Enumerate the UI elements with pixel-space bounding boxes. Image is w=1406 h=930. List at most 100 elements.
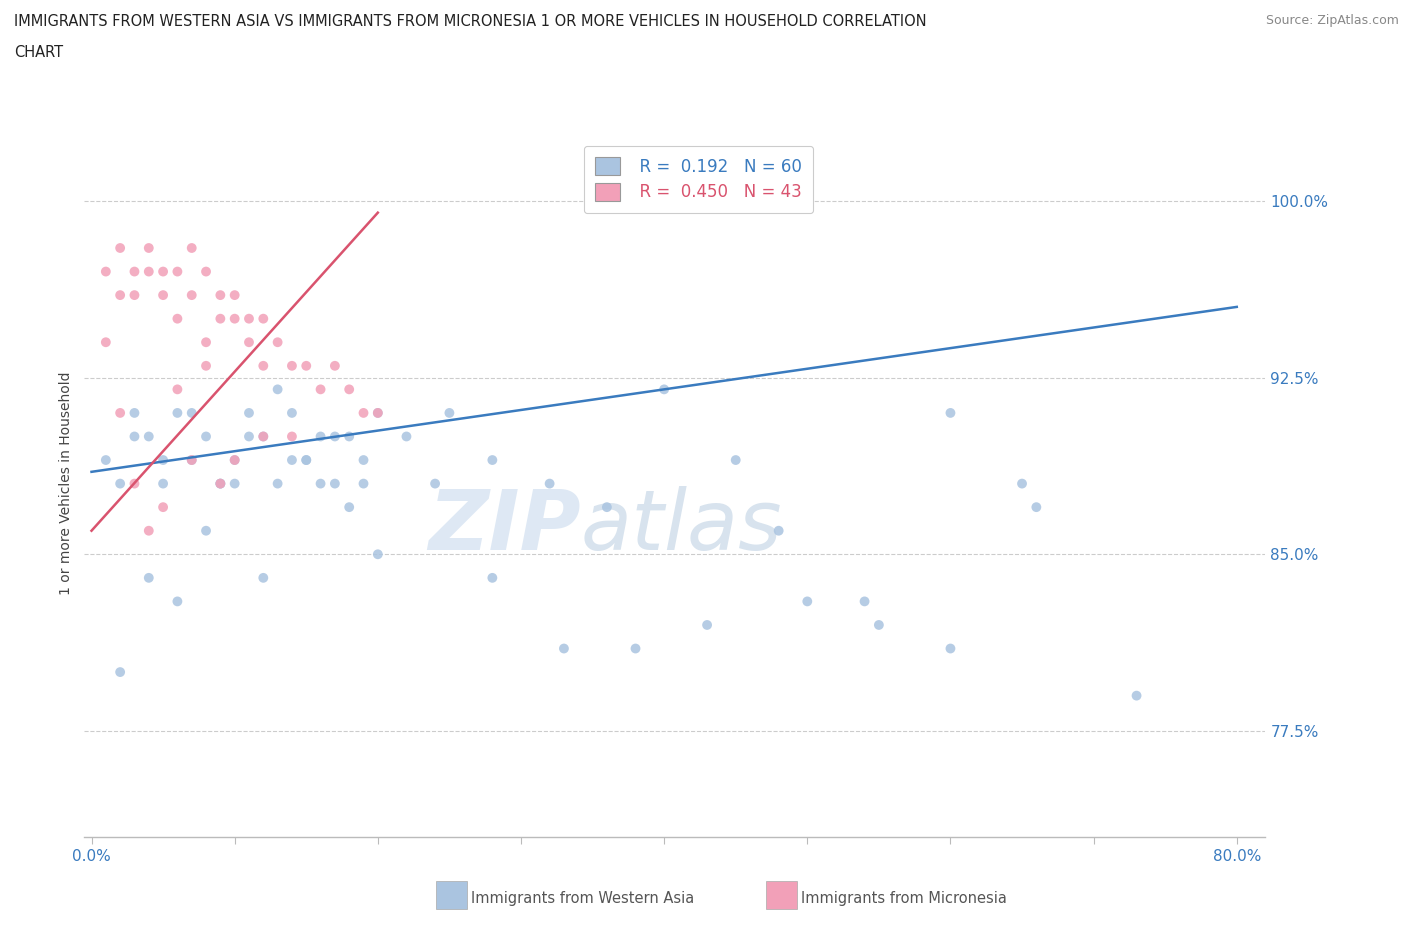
Point (696, 618, 718, 632)
Point (266, 476, 288, 491)
Point (323, 476, 346, 491)
Point (209, 476, 232, 491)
Point (652, 382, 675, 397)
Point (266, 335, 288, 350)
Point (166, 382, 188, 397)
Text: IMMIGRANTS FROM WESTERN ASIA VS IMMIGRANTS FROM MICRONESIA 1 OR MORE VEHICLES IN: IMMIGRANTS FROM WESTERN ASIA VS IMMIGRAN… (14, 14, 927, 29)
Point (624, 641, 647, 656)
Point (395, 429, 418, 444)
Point (152, 264, 174, 279)
Point (367, 405, 389, 420)
Point (238, 312, 260, 326)
Point (180, 241, 202, 256)
Point (166, 312, 188, 326)
Point (152, 499, 174, 514)
Point (1011, 476, 1033, 491)
Point (1025, 499, 1047, 514)
Point (309, 476, 332, 491)
Point (868, 618, 890, 632)
Point (353, 476, 375, 491)
Point (939, 405, 962, 420)
Y-axis label: 1 or more Vehicles in Household: 1 or more Vehicles in Household (59, 372, 73, 595)
Point (195, 335, 218, 350)
Point (238, 405, 260, 420)
Point (152, 453, 174, 468)
Point (481, 570, 503, 585)
Point (138, 524, 160, 538)
Point (553, 641, 575, 656)
Point (224, 312, 246, 326)
Point (323, 358, 346, 373)
Point (195, 358, 218, 373)
Point (124, 264, 146, 279)
Point (166, 405, 188, 420)
Point (108, 241, 131, 256)
Point (94, 335, 117, 350)
Point (180, 405, 202, 420)
Point (353, 453, 375, 468)
Point (367, 405, 389, 420)
Point (252, 312, 274, 326)
Text: Source: ZipAtlas.com: Source: ZipAtlas.com (1265, 14, 1399, 27)
Point (309, 429, 332, 444)
Point (295, 453, 318, 468)
Point (295, 358, 318, 373)
Point (281, 453, 304, 468)
Point (481, 453, 503, 468)
Point (209, 287, 232, 302)
Point (195, 524, 218, 538)
Point (166, 594, 188, 609)
Point (252, 358, 274, 373)
Point (180, 287, 202, 302)
Point (108, 476, 131, 491)
Point (224, 453, 246, 468)
Point (108, 405, 131, 420)
Point (252, 570, 274, 585)
Text: ZIP: ZIP (427, 485, 581, 566)
Legend:   R =  0.192   N = 60,   R =  0.450   N = 43: R = 0.192 N = 60, R = 0.450 N = 43 (583, 146, 813, 213)
Point (152, 476, 174, 491)
Point (1125, 688, 1147, 703)
Text: Immigrants from Western Asia: Immigrants from Western Asia (471, 891, 695, 906)
Point (94, 453, 117, 468)
Point (209, 476, 232, 491)
Point (209, 476, 232, 491)
Point (337, 382, 360, 397)
Point (180, 453, 202, 468)
Point (124, 429, 146, 444)
Point (138, 264, 160, 279)
Point (152, 287, 174, 302)
Point (180, 453, 202, 468)
Point (281, 429, 304, 444)
Point (939, 641, 962, 656)
Point (195, 264, 218, 279)
Text: CHART: CHART (14, 45, 63, 60)
Point (768, 524, 790, 538)
Point (367, 547, 389, 562)
Point (166, 264, 188, 279)
Point (195, 429, 218, 444)
Point (281, 358, 304, 373)
Point (209, 312, 232, 326)
Point (138, 429, 160, 444)
Point (853, 594, 876, 609)
Text: Immigrants from Micronesia: Immigrants from Micronesia (801, 891, 1007, 906)
Point (337, 429, 360, 444)
Point (124, 476, 146, 491)
Point (337, 499, 360, 514)
Point (108, 665, 131, 680)
Point (323, 429, 346, 444)
Point (224, 453, 246, 468)
Point (238, 429, 260, 444)
Point (224, 287, 246, 302)
Point (124, 287, 146, 302)
Text: atlas: atlas (581, 485, 782, 566)
Point (124, 405, 146, 420)
Point (724, 453, 747, 468)
Point (252, 429, 274, 444)
Point (423, 476, 446, 491)
Point (353, 405, 375, 420)
Point (238, 335, 260, 350)
Point (252, 429, 274, 444)
Point (596, 499, 619, 514)
